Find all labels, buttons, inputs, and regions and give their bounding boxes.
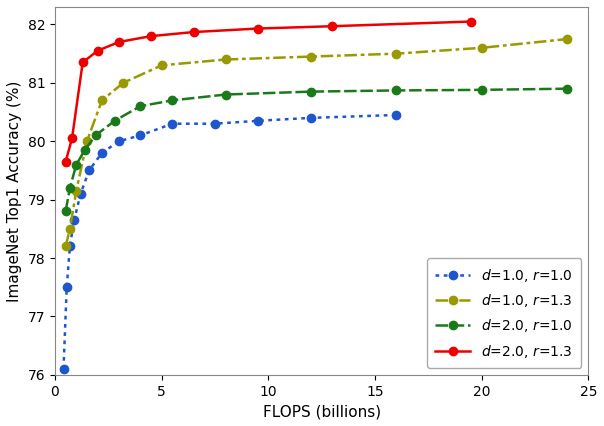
$d$=2.0, $r$=1.0 [307,89,315,94]
$d$=1.0, $r$=1.3 [478,45,485,50]
$d$=2.0, $r$=1.3 [254,26,262,31]
Line: $d$=1.0, $r$=1.0: $d$=1.0, $r$=1.0 [59,111,400,373]
$d$=2.0, $r$=1.0 [92,133,99,138]
$d$=2.0, $r$=1.3 [94,48,101,53]
$d$=2.0, $r$=1.0 [222,92,230,97]
$d$=1.0, $r$=1.0 [169,121,176,126]
$d$=1.0, $r$=1.3 [120,80,127,85]
$d$=1.0, $r$=1.0 [98,150,106,155]
$d$=1.0, $r$=1.0 [307,115,315,121]
$d$=2.0, $r$=1.0 [111,118,118,124]
$d$=2.0, $r$=1.0 [478,87,485,92]
$d$=1.0, $r$=1.3 [72,188,80,193]
$d$=1.0, $r$=1.0 [63,285,70,290]
$d$=2.0, $r$=1.3 [329,24,336,29]
Line: $d$=2.0, $r$=1.0: $d$=2.0, $r$=1.0 [62,84,571,216]
$d$=1.0, $r$=1.0 [393,112,400,118]
$d$=1.0, $r$=1.3 [564,37,571,42]
$d$=2.0, $r$=1.0 [169,98,176,103]
$d$=2.0, $r$=1.3 [467,19,475,24]
$d$=1.0, $r$=1.0 [254,118,262,124]
$d$=1.0, $r$=1.0 [60,366,67,371]
$d$=2.0, $r$=1.0 [72,162,80,167]
$d$=1.0, $r$=1.3 [307,54,315,59]
X-axis label: FLOPS (billions): FLOPS (billions) [263,404,381,419]
Legend: $d$=1.0, $r$=1.0, $d$=1.0, $r$=1.3, $d$=2.0, $r$=1.0, $d$=2.0, $r$=1.3: $d$=1.0, $r$=1.0, $d$=1.0, $r$=1.3, $d$=… [427,258,582,368]
$d$=2.0, $r$=1.3 [62,159,69,164]
$d$=2.0, $r$=1.0 [393,88,400,93]
$d$=2.0, $r$=1.0 [62,209,69,214]
$d$=1.0, $r$=1.0 [137,133,144,138]
$d$=1.0, $r$=1.3 [98,98,106,103]
$d$=1.0, $r$=1.0 [86,168,93,173]
$d$=1.0, $r$=1.3 [66,226,74,231]
$d$=2.0, $r$=1.3 [147,34,155,39]
$d$=1.0, $r$=1.3 [62,244,69,249]
$d$=1.0, $r$=1.3 [158,63,165,68]
$d$=2.0, $r$=1.3 [79,60,86,65]
Y-axis label: ImageNet Top1 Accuracy (%): ImageNet Top1 Accuracy (%) [7,80,22,302]
$d$=2.0, $r$=1.0 [66,185,74,190]
$d$=1.0, $r$=1.0 [211,121,219,126]
$d$=1.0, $r$=1.3 [83,139,91,144]
$d$=1.0, $r$=1.0 [66,244,74,249]
$d$=2.0, $r$=1.0 [81,147,88,153]
$d$=1.0, $r$=1.0 [71,218,78,223]
$d$=1.0, $r$=1.3 [222,57,230,62]
$d$=2.0, $r$=1.0 [564,86,571,91]
$d$=2.0, $r$=1.3 [190,29,198,35]
Line: $d$=2.0, $r$=1.3: $d$=2.0, $r$=1.3 [62,17,475,166]
$d$=2.0, $r$=1.3 [115,40,123,45]
Line: $d$=1.0, $r$=1.3: $d$=1.0, $r$=1.3 [62,35,571,250]
$d$=1.0, $r$=1.0 [77,191,84,196]
$d$=2.0, $r$=1.0 [137,104,144,109]
$d$=1.0, $r$=1.0 [115,139,123,144]
$d$=1.0, $r$=1.3 [393,51,400,56]
$d$=2.0, $r$=1.3 [68,136,76,141]
